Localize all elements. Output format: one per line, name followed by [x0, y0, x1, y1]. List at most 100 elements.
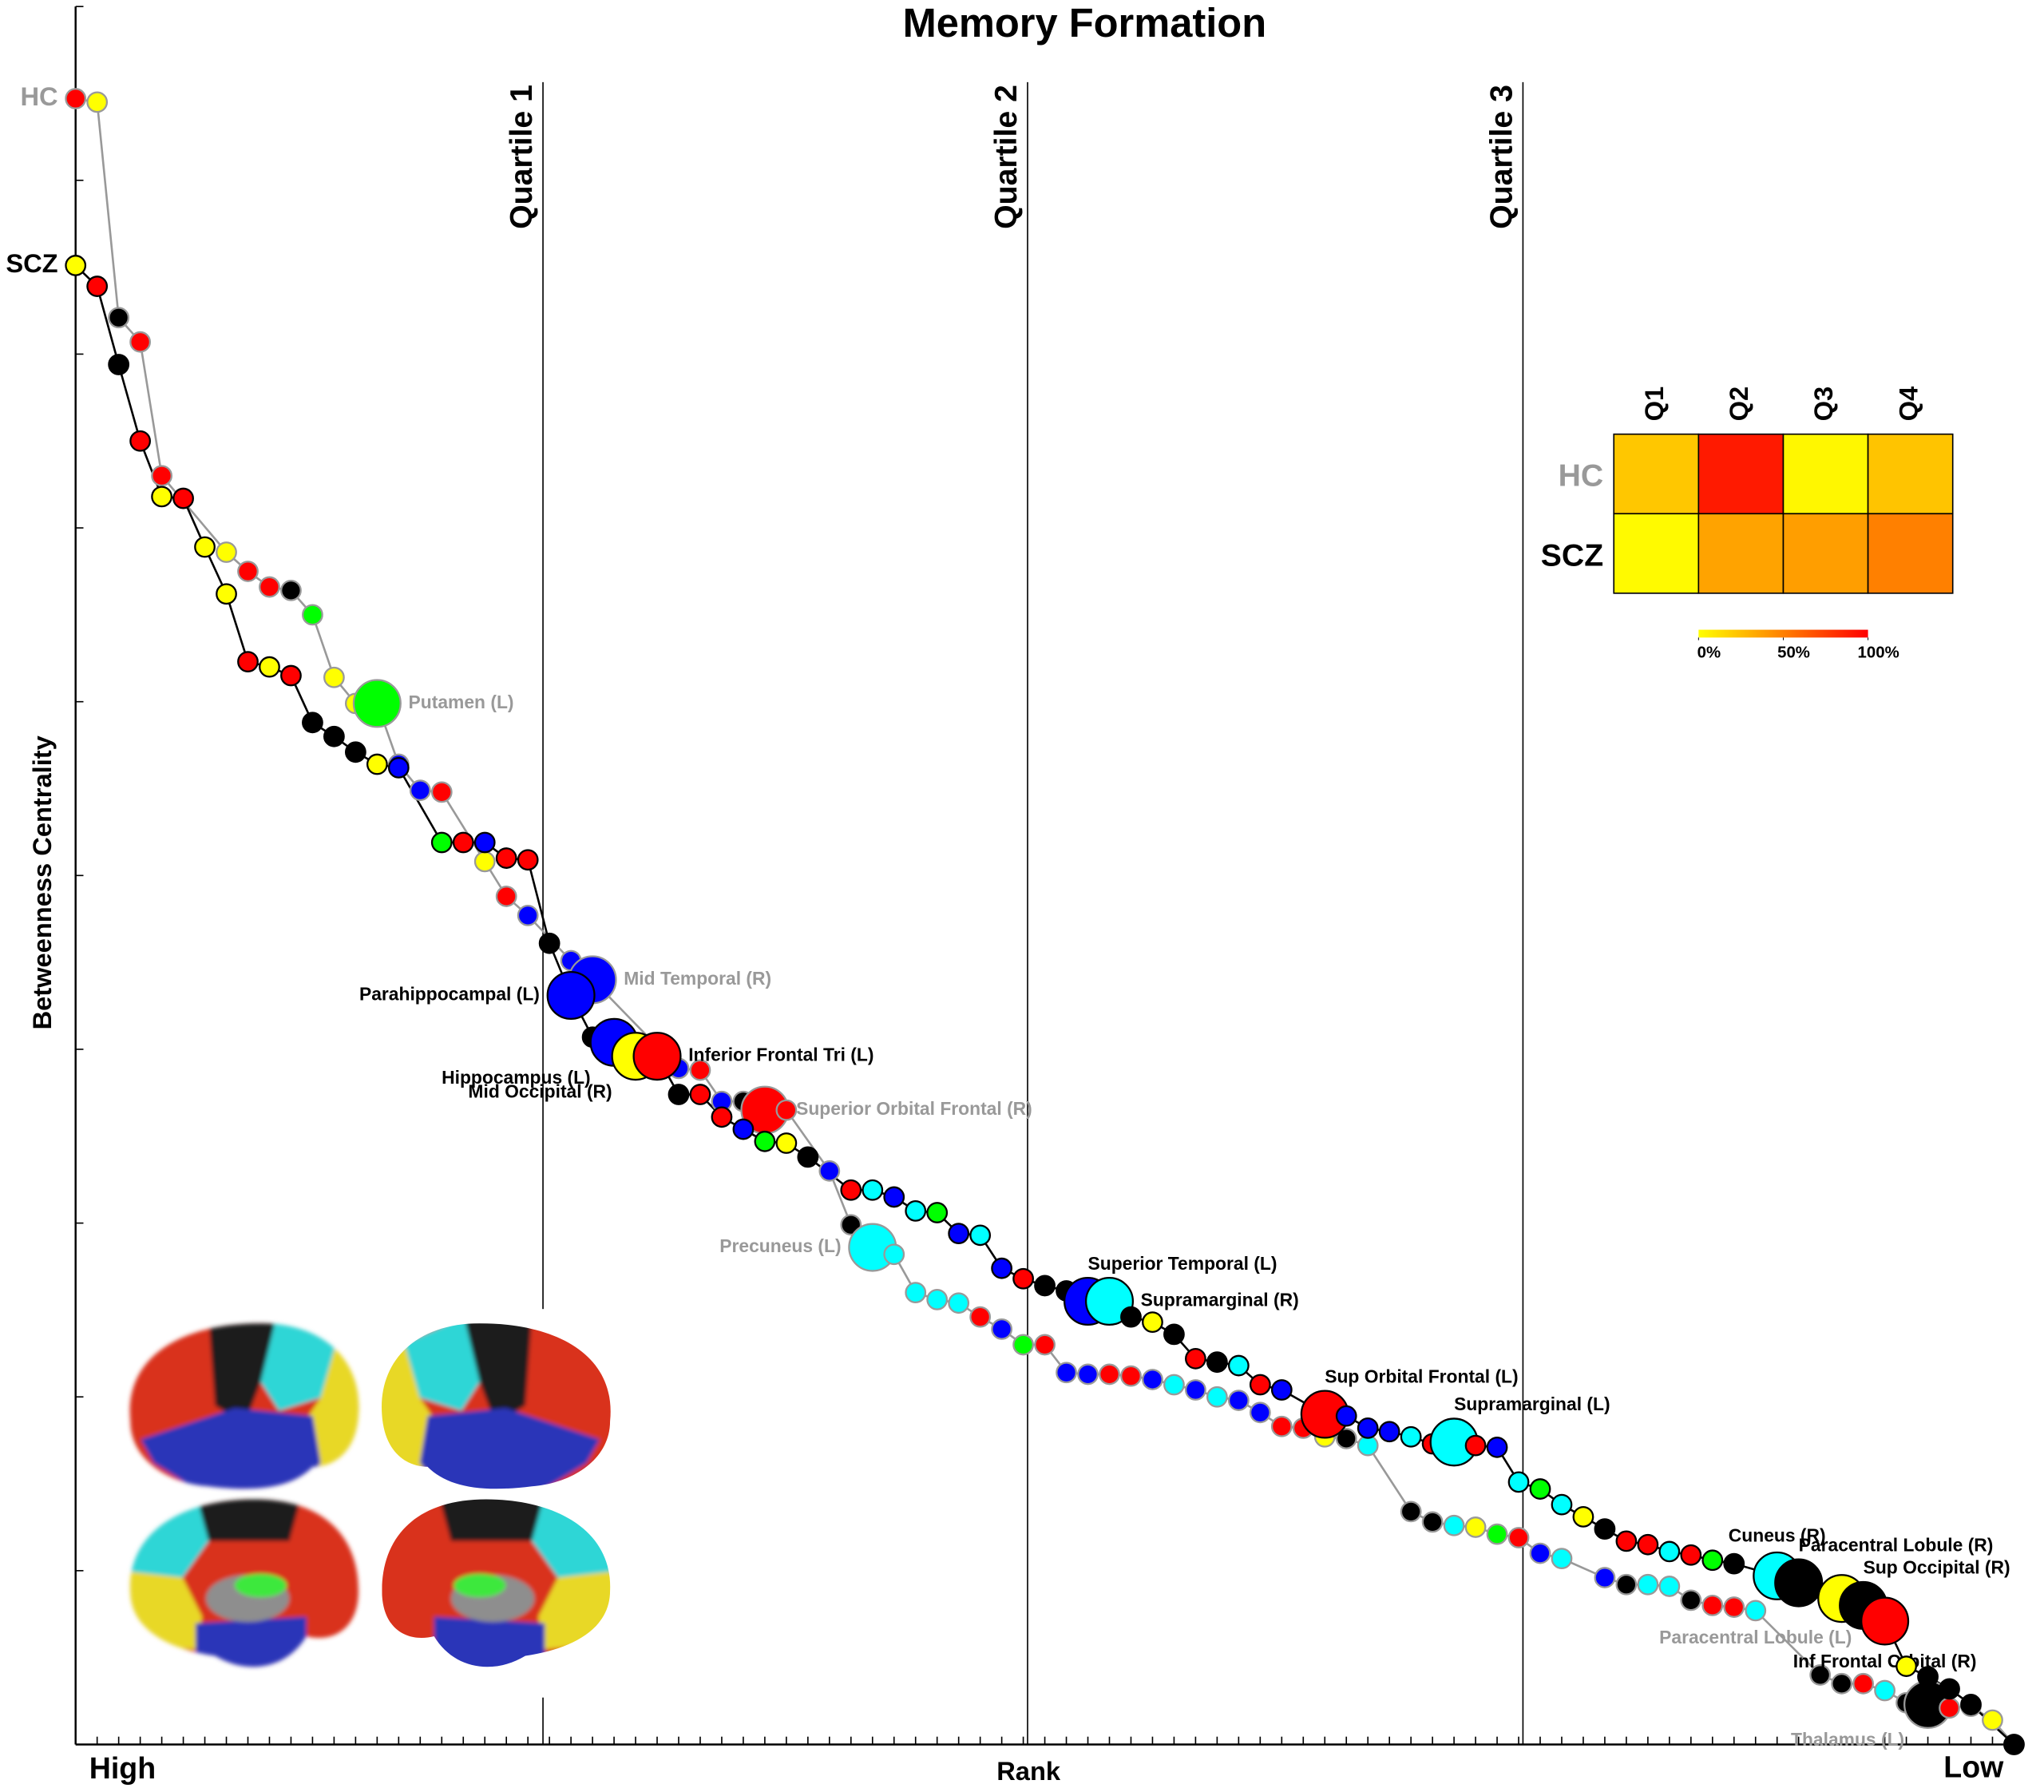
- node-point: [689, 1084, 711, 1105]
- heatmap-row-label: HC: [1559, 459, 1604, 494]
- heatmap-cell: [1697, 433, 1785, 515]
- heatmap-col-label: Q1: [1639, 387, 1669, 422]
- node-point: [883, 1186, 905, 1208]
- node-point: [1464, 1516, 1487, 1538]
- node-point: [517, 904, 539, 926]
- node-point: [538, 932, 561, 954]
- heatmap-cell: [1782, 513, 1869, 594]
- node-point: [1723, 1596, 1745, 1618]
- node-point: [473, 850, 496, 873]
- brain-region: [208, 1323, 277, 1424]
- node-point: [302, 604, 323, 626]
- node-point: [216, 541, 237, 563]
- node-point: [797, 1146, 819, 1168]
- brain-region: [195, 1499, 303, 1541]
- node-point: [1185, 1347, 1206, 1370]
- node-point: [1982, 1709, 2003, 1731]
- node-label: Inf Frontal Orbital (R): [1793, 1651, 1977, 1671]
- brain-region: [454, 1573, 506, 1597]
- brain-figure: [114, 1309, 624, 1698]
- heatmap-col-label: Q3: [1808, 387, 1838, 422]
- node-point: [1917, 1666, 1939, 1688]
- node-point: [1012, 1334, 1034, 1356]
- node-point: [1034, 1334, 1056, 1356]
- node-point: [840, 1179, 862, 1201]
- node-label: Supramarginal (R): [1141, 1290, 1299, 1310]
- x-start-label: High: [89, 1751, 156, 1785]
- x-axis-label: Rank: [996, 1756, 1061, 1786]
- node-label: Putamen (L): [409, 692, 514, 712]
- node-point: [667, 1084, 690, 1105]
- node-point: [632, 1032, 682, 1081]
- node-point: [1077, 1363, 1099, 1386]
- node-point: [151, 465, 172, 487]
- node-point: [926, 1202, 949, 1223]
- node-point: [1680, 1544, 1702, 1566]
- node-label: Hippocampus (L): [442, 1067, 591, 1088]
- node-point: [108, 354, 130, 375]
- node-point: [259, 576, 280, 598]
- node-point: [86, 276, 109, 297]
- y-axis-label: Betweenness Centrality: [27, 735, 57, 1029]
- node-point: [65, 88, 87, 109]
- heatmap-cell: [1867, 513, 1954, 594]
- node-point: [905, 1282, 927, 1304]
- node-point: [1615, 1530, 1638, 1552]
- node-point: [1378, 1421, 1400, 1443]
- node-point: [108, 307, 130, 329]
- node-point: [409, 779, 431, 802]
- node-point: [991, 1257, 1013, 1279]
- node-point: [1860, 1596, 1910, 1646]
- colorbar-tick-label: 0%: [1697, 644, 1721, 661]
- node-point: [1421, 1511, 1444, 1533]
- heatmap-col-label: Q4: [1893, 387, 1923, 422]
- node-point: [352, 679, 402, 728]
- node-point: [1774, 1558, 1824, 1608]
- node-point: [1960, 1694, 1982, 1715]
- brain-region: [438, 1499, 545, 1541]
- node-point: [1185, 1379, 1206, 1401]
- node-point: [1701, 1549, 1724, 1572]
- node-point: [948, 1292, 970, 1314]
- node-label: Parahippocampal (L): [359, 984, 540, 1005]
- node-point: [323, 725, 345, 747]
- node-point: [1615, 1573, 1638, 1596]
- node-point: [1227, 1354, 1250, 1377]
- series-label: SCZ: [6, 248, 57, 278]
- series-label: HC: [20, 81, 57, 111]
- node-point: [430, 781, 453, 803]
- node-point: [991, 1318, 1013, 1340]
- node-point: [1443, 1514, 1465, 1536]
- node-point: [1572, 1506, 1594, 1528]
- node-point: [430, 831, 453, 854]
- node-point: [775, 1099, 798, 1121]
- node-point: [862, 1179, 884, 1201]
- node-point: [387, 757, 410, 779]
- node-point: [711, 1106, 733, 1128]
- node-point: [732, 1118, 755, 1140]
- node-point: [1529, 1542, 1551, 1564]
- node-point: [546, 970, 596, 1021]
- node-point: [237, 651, 259, 673]
- node-point: [1163, 1323, 1185, 1346]
- colorbar: [1698, 629, 1868, 638]
- node-point: [1464, 1434, 1487, 1457]
- node-label: Precuneus (L): [719, 1235, 841, 1256]
- colorbar-tick-label: 100%: [1858, 644, 1899, 661]
- node-point: [473, 831, 496, 854]
- node-point: [302, 712, 323, 734]
- heatmap-cell: [1613, 513, 1700, 594]
- node-point: [1335, 1405, 1357, 1427]
- quartile-label: Quartile 2: [989, 85, 1024, 229]
- node-point: [1551, 1548, 1573, 1570]
- node-point: [1874, 1679, 1895, 1702]
- node-point: [517, 849, 539, 871]
- node-point: [1400, 1425, 1422, 1448]
- node-point: [1551, 1493, 1573, 1516]
- node-label: Paracentral Lobule (L): [1659, 1627, 1852, 1647]
- node-point: [1852, 1672, 1875, 1695]
- node-point: [366, 753, 388, 775]
- brain-region: [141, 1408, 321, 1489]
- node-point: [1486, 1436, 1508, 1458]
- node-point: [323, 666, 345, 688]
